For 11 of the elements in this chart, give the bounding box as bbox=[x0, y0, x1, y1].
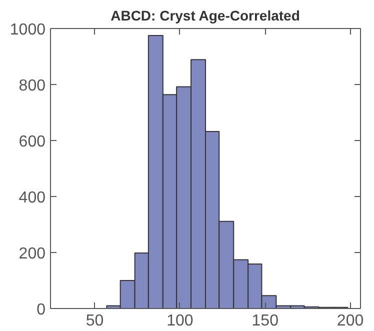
x-tick-label: 200 bbox=[336, 312, 364, 330]
y-tick-label: 1000 bbox=[10, 22, 46, 38]
x-tick-label: 50 bbox=[86, 312, 104, 330]
y-tick-label: 0 bbox=[36, 302, 46, 318]
x-tick-label: 100 bbox=[166, 312, 194, 330]
x-tick-label: 150 bbox=[252, 312, 279, 330]
y-tick-label: 800 bbox=[18, 78, 46, 94]
y-tick-label: 200 bbox=[18, 246, 46, 262]
y-tick-label: 600 bbox=[18, 134, 46, 150]
chart-title: ABCD: Cryst Age-Correlated bbox=[110, 8, 300, 24]
y-tick-label: 400 bbox=[18, 190, 46, 206]
